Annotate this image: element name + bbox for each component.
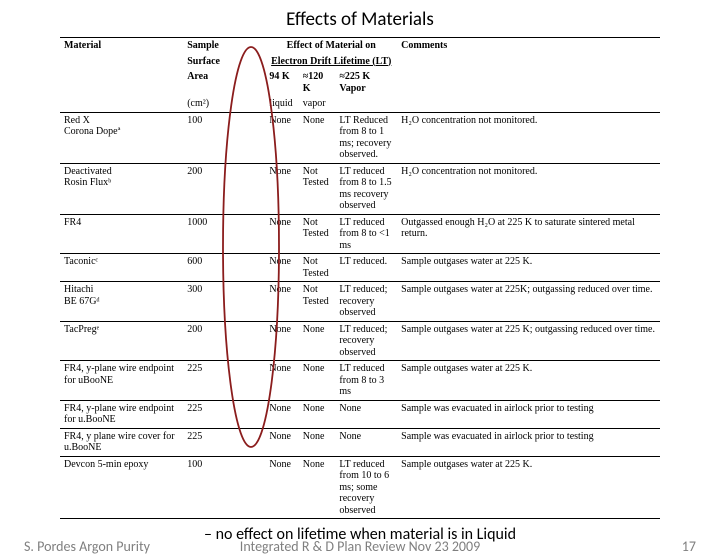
cell-material: Taconicᶜ (60, 254, 183, 282)
table-row: TacPregᵉ200NoneNoneLT reduced; recovery … (60, 321, 660, 361)
cell-comm: Sample outgases water at 225 K. (397, 361, 660, 401)
table-row: FR4, y plane wire cover for u.BooNE225No… (60, 428, 660, 456)
cell-v225: LT reduced from 8 to <1 ms (335, 214, 397, 254)
cell-v225: None (335, 400, 397, 428)
cell-v120: Not Tested (299, 282, 336, 322)
cell-v120: None (299, 428, 336, 456)
cell-liq: None (265, 428, 298, 456)
cell-area: 225 (183, 361, 265, 401)
footer-author: S. Pordes Argon Purity (24, 538, 150, 555)
hdr-cm2: (cm²) (183, 96, 265, 112)
cell-material: Red X Corona Dopeª (60, 112, 183, 163)
hdr-effect: Effect of Material on (265, 38, 397, 54)
cell-liq: None (265, 321, 298, 361)
cell-material: Deactivated Rosin Fluxᵇ (60, 163, 183, 214)
table-row: FR4, y-plane wire endpoint for u.BooNE22… (60, 400, 660, 428)
cell-area: 100 (183, 456, 265, 519)
cell-v225: LT Reduced from 8 to 1 ms; recovery obse… (335, 112, 397, 163)
hdr-liquid: liquid (265, 96, 298, 112)
cell-v120: None (299, 112, 336, 163)
cell-v225: LT reduced. (335, 254, 397, 282)
hdr-225k: ≈225 K Vapor (335, 69, 397, 96)
cell-material: FR4, y-plane wire endpoint for u.BooNE (60, 400, 183, 428)
hdr-material: Material (60, 38, 183, 54)
hdr-94k: 94 K (265, 69, 298, 96)
hdr-surface: Surface (183, 54, 265, 70)
cell-material: FR4 (60, 214, 183, 254)
cell-liq: None (265, 112, 298, 163)
cell-v120: Not Tested (299, 254, 336, 282)
cell-comm: Sample outgases water at 225 K; outgassi… (397, 321, 660, 361)
cell-v225: LT reduced from 10 to 6 ms; some recover… (335, 456, 397, 519)
table-row: Taconicᶜ600NoneNot TestedLT reduced.Samp… (60, 254, 660, 282)
hdr-sample: Sample (183, 38, 265, 54)
cell-liq: None (265, 163, 298, 214)
cell-liq: None (265, 456, 298, 519)
slide-title: Effects of Materials (0, 8, 720, 31)
cell-comm: Sample was evacuated in airlock prior to… (397, 428, 660, 456)
cell-comm: H₂O concentration not monitored. (397, 112, 660, 163)
table-row: FR4, y-plane wire endpoint for uBooNE225… (60, 361, 660, 401)
hdr-area: Area (183, 69, 265, 96)
cell-area: 600 (183, 254, 265, 282)
cell-comm: Sample outgases water at 225 K. (397, 254, 660, 282)
cell-area: 300 (183, 282, 265, 322)
cell-comm: Sample outgases water at 225 K. (397, 456, 660, 519)
cell-area: 100 (183, 112, 265, 163)
table-row: FR41000NoneNot TestedLT reduced from 8 t… (60, 214, 660, 254)
cell-material: TacPregᵉ (60, 321, 183, 361)
cell-area: 1000 (183, 214, 265, 254)
cell-v120: Not Tested (299, 214, 336, 254)
cell-area: 200 (183, 321, 265, 361)
hdr-comments: Comments (397, 38, 660, 54)
cell-v225: LT reduced from 8 to 1.5 ms recovery obs… (335, 163, 397, 214)
table-row: Red X Corona Dopeª100NoneNoneLT Reduced … (60, 112, 660, 163)
cell-v120: None (299, 400, 336, 428)
cell-material: Devcon 5-min epoxy (60, 456, 183, 519)
hdr-120k: ≈120 K (299, 69, 336, 96)
cell-v225: LT reduced from 8 to 3 ms (335, 361, 397, 401)
cell-liq: None (265, 282, 298, 322)
cell-area: 225 (183, 428, 265, 456)
cell-liq: None (265, 361, 298, 401)
footer-page: 17 (682, 538, 696, 555)
cell-v225: None (335, 428, 397, 456)
cell-comm: Sample outgases water at 225K; outgassin… (397, 282, 660, 322)
cell-area: 200 (183, 163, 265, 214)
footer-event: Integrated R & D Plan Review Nov 23 2009 (240, 538, 480, 555)
cell-v225: LT reduced; recovery observed (335, 282, 397, 322)
cell-material: FR4, y-plane wire endpoint for uBooNE (60, 361, 183, 401)
table-row: Devcon 5-min epoxy100NoneNoneLT reduced … (60, 456, 660, 519)
cell-comm: Sample was evacuated in airlock prior to… (397, 400, 660, 428)
materials-table: Material Sample Effect of Material on Co… (60, 37, 660, 519)
cell-comm: H₂O concentration not monitored. (397, 163, 660, 214)
cell-v225: LT reduced; recovery observed (335, 321, 397, 361)
table-row: Deactivated Rosin Fluxᵇ200NoneNot Tested… (60, 163, 660, 214)
cell-v120: None (299, 321, 336, 361)
hdr-drift: Electron Drift Lifetime (LT) (265, 54, 397, 70)
cell-v120: None (299, 361, 336, 401)
table-container: Material Sample Effect of Material on Co… (60, 37, 660, 519)
cell-material: FR4, y plane wire cover for u.BooNE (60, 428, 183, 456)
cell-comm: Outgassed enough H₂O at 225 K to saturat… (397, 214, 660, 254)
cell-material: Hitachi BE 67Gᵈ (60, 282, 183, 322)
hdr-vapor: vapor (299, 96, 336, 112)
cell-v120: Not Tested (299, 163, 336, 214)
cell-liq: None (265, 254, 298, 282)
cell-liq: None (265, 214, 298, 254)
cell-v120: None (299, 456, 336, 519)
cell-area: 225 (183, 400, 265, 428)
table-row: Hitachi BE 67Gᵈ300NoneNot TestedLT reduc… (60, 282, 660, 322)
cell-liq: None (265, 400, 298, 428)
